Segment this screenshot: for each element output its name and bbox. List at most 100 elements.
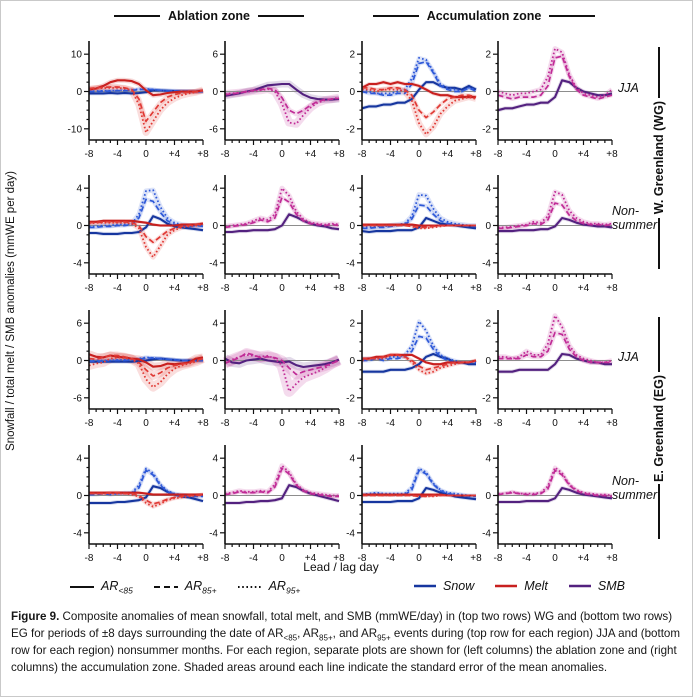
svg-text:-4: -4: [209, 393, 218, 404]
y-axis-label: Snowfall / total melt / SMB anomalies (m…: [5, 171, 17, 451]
svg-text:0: 0: [279, 418, 285, 429]
row-label-eg-nonsummer: Non-summer: [612, 474, 658, 503]
svg-text:0: 0: [76, 356, 82, 367]
color-line-sample-icon: [495, 584, 518, 588]
chart-panel-r2c2: -4 0 4 -8 -4 0 +4 +8: [199, 171, 345, 300]
legend-style-item-0: AR<85: [69, 579, 133, 596]
svg-text:-4: -4: [522, 418, 531, 429]
svg-text:-8: -8: [221, 149, 230, 160]
svg-text:-8: -8: [85, 149, 94, 160]
line-style-sample-icon: [237, 586, 262, 589]
panel-plot: -4 0 4 -8 -4 0 +4 +8: [482, 445, 618, 564]
x-axis-label: Lead / lag day: [303, 560, 379, 574]
svg-text:2: 2: [485, 319, 491, 330]
panel-plot: -10 0 10 -8 -4 0 +4 +8: [68, 41, 209, 160]
svg-text:+8: +8: [197, 149, 209, 160]
legend-variable-colors: Snow Melt SMB: [413, 579, 625, 593]
svg-text:2: 2: [349, 319, 355, 330]
panel-plot: -4 0 4 -8 -4 0 +4 +8: [73, 445, 209, 564]
svg-text:4: 4: [349, 184, 355, 195]
svg-text:+8: +8: [197, 283, 209, 294]
svg-text:-8: -8: [494, 418, 503, 429]
svg-text:0: 0: [349, 221, 355, 232]
svg-text:+4: +4: [578, 283, 590, 294]
svg-text:-4: -4: [386, 553, 395, 564]
figure-caption: Figure 9. Composite anomalies of mean sn…: [11, 610, 681, 674]
svg-text:-4: -4: [249, 283, 258, 294]
svg-text:-4: -4: [482, 258, 491, 269]
svg-text:0: 0: [76, 221, 82, 232]
svg-text:-4: -4: [346, 528, 355, 539]
svg-text:-8: -8: [358, 283, 367, 294]
panel-plot: -4 0 4 -8 -4 0 +4 +8: [346, 175, 482, 294]
svg-text:+8: +8: [606, 283, 618, 294]
region-label-e-greenland: E. Greenland (EG): [650, 317, 668, 539]
chart-panel-r2c1: -4 0 4 -8 -4 0 +4 +8: [63, 171, 209, 300]
region-label-w-greenland: W. Greenland (WG): [650, 47, 668, 270]
panel-plot: -4 0 4 -8 -4 0 +4 +8: [209, 175, 345, 294]
svg-text:+4: +4: [442, 418, 454, 429]
svg-text:0: 0: [279, 283, 285, 294]
svg-text:+4: +4: [578, 418, 590, 429]
svg-text:-4: -4: [249, 418, 258, 429]
header-rule-right: [257, 15, 304, 17]
chart-panel-r4c1: -4 0 4 -8 -4 0 +4 +8: [63, 441, 209, 570]
svg-text:-4: -4: [113, 553, 122, 564]
svg-text:+4: +4: [578, 553, 590, 564]
svg-text:4: 4: [76, 184, 82, 195]
svg-text:-2: -2: [482, 393, 491, 404]
svg-text:-4: -4: [386, 283, 395, 294]
svg-text:+4: +4: [442, 283, 454, 294]
chart-panel-r1c4: -2 0 2 -8 -4 0 +4 +8: [472, 37, 618, 166]
svg-text:0: 0: [552, 418, 558, 429]
svg-text:4: 4: [212, 454, 218, 465]
svg-text:-4: -4: [113, 418, 122, 429]
svg-text:10: 10: [71, 50, 83, 61]
svg-text:2: 2: [349, 50, 355, 61]
panel-plot: -4 0 4 -8 -4 0 +4 +8: [346, 445, 482, 564]
svg-text:+4: +4: [305, 149, 317, 160]
svg-text:-8: -8: [358, 553, 367, 564]
svg-text:+8: +8: [606, 418, 618, 429]
svg-text:-10: -10: [68, 124, 83, 135]
header-rule-left: [114, 15, 161, 17]
row-label-wg-jja: JJA: [618, 81, 639, 95]
svg-text:-6: -6: [209, 124, 218, 135]
svg-text:-4: -4: [113, 149, 122, 160]
svg-text:-8: -8: [85, 553, 94, 564]
legend-style-item-2: AR95+: [237, 579, 300, 596]
svg-text:-4: -4: [386, 149, 395, 160]
svg-text:0: 0: [485, 221, 491, 232]
chart-panel-r1c2: -6 0 6 -8 -4 0 +4 +8: [199, 37, 345, 166]
header-rule-right: [549, 15, 596, 17]
svg-text:-8: -8: [221, 283, 230, 294]
svg-text:0: 0: [76, 491, 82, 502]
svg-text:0: 0: [143, 418, 149, 429]
svg-text:-4: -4: [346, 258, 355, 269]
svg-text:+8: +8: [333, 283, 345, 294]
svg-text:-8: -8: [85, 418, 94, 429]
svg-text:-4: -4: [73, 528, 82, 539]
svg-text:0: 0: [416, 418, 422, 429]
svg-text:-8: -8: [85, 283, 94, 294]
svg-text:0: 0: [416, 283, 422, 294]
svg-text:-4: -4: [249, 553, 258, 564]
chart-panel-r4c3: -4 0 4 -8 -4 0 +4 +8: [336, 441, 482, 570]
chart-panel-r1c1: -10 0 10 -8 -4 0 +4 +8: [63, 37, 209, 166]
chart-panel-r2c3: -4 0 4 -8 -4 0 +4 +8: [336, 171, 482, 300]
svg-text:-2: -2: [346, 124, 355, 135]
panel-plot: -4 0 4 -8 -4 0 +4 +8: [209, 445, 345, 564]
svg-text:4: 4: [212, 319, 218, 330]
region-rule-top: [658, 317, 660, 372]
svg-text:+8: +8: [333, 149, 345, 160]
legend-style-item-1: AR85+: [153, 579, 217, 596]
svg-text:0: 0: [279, 149, 285, 160]
svg-text:+8: +8: [197, 418, 209, 429]
svg-text:0: 0: [485, 356, 491, 367]
svg-text:+8: +8: [333, 553, 345, 564]
svg-text:-2: -2: [346, 393, 355, 404]
svg-text:+4: +4: [169, 553, 181, 564]
svg-text:0: 0: [212, 491, 218, 502]
svg-text:-4: -4: [522, 283, 531, 294]
